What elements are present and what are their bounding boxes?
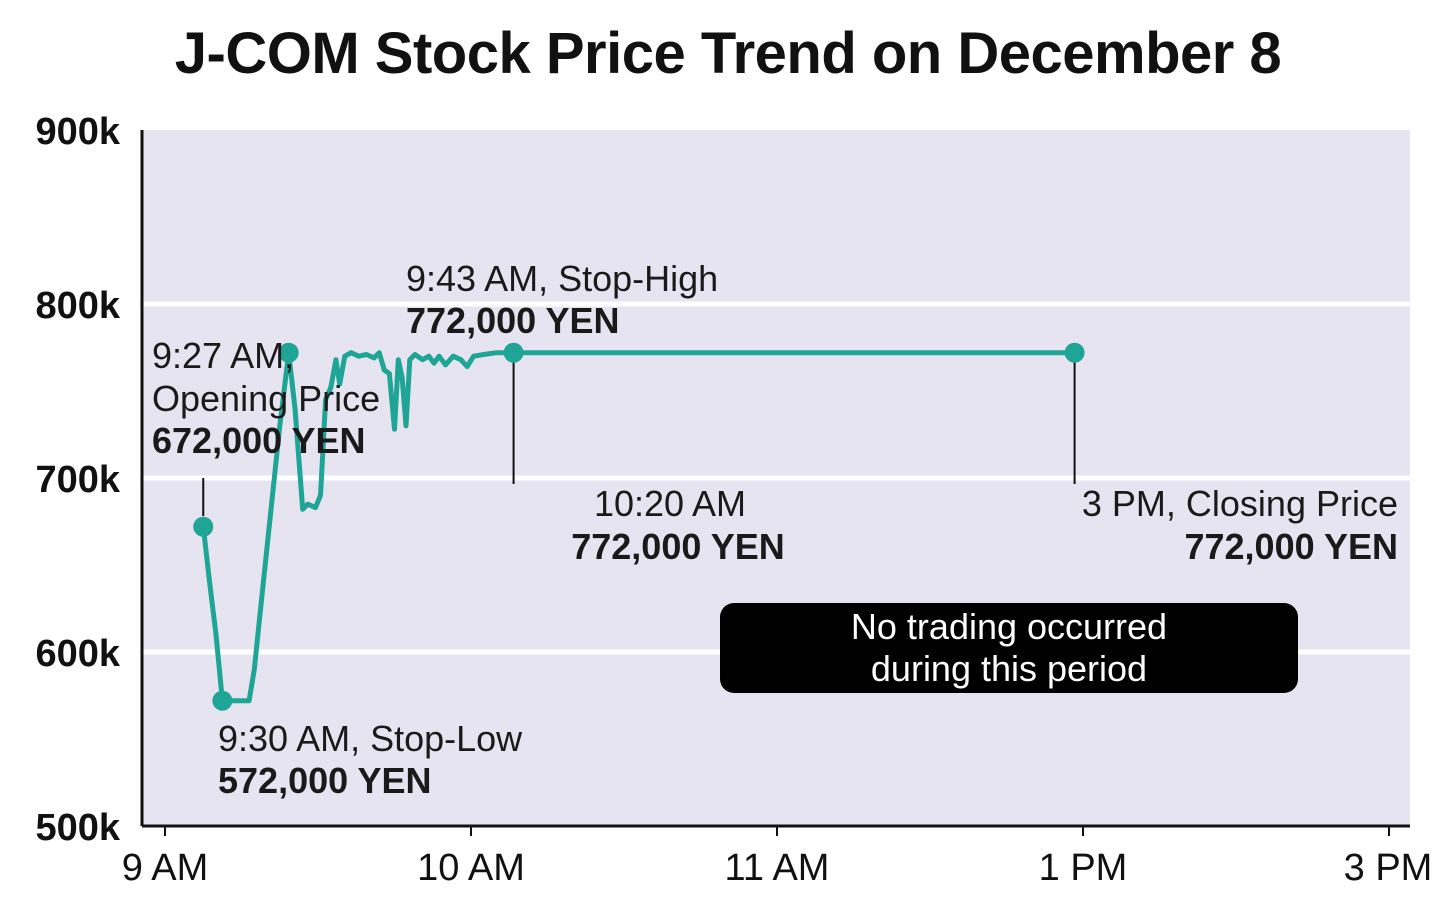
- x-tick-label: 3 PM: [1344, 847, 1433, 889]
- price-line: [200, 350, 1078, 704]
- stoplow-marker: [212, 690, 233, 711]
- y-tick-label: 700k: [35, 459, 120, 501]
- no-trading-note-line2: during this period: [870, 648, 1148, 689]
- y-axis-ticks: 500k 600k 700k 800k 900k: [35, 111, 120, 849]
- annotation-1020-price: 772,000 YEN: [571, 526, 785, 567]
- annotation-close-time: 3 PM, Closing Price: [1082, 483, 1398, 524]
- annotation-stoplow-price: 572,000 YEN: [218, 760, 432, 801]
- annotation-stoplow-time: 9:30 AM, Stop-Low: [218, 718, 523, 759]
- no-trading-note: No trading occurred during this period: [720, 603, 1298, 693]
- x-axis-ticks: 9 AM 10 AM 11 AM 1 PM 3 PM: [122, 826, 1433, 889]
- marker-layer: [193, 342, 1085, 711]
- x-tick-label: 1 PM: [1039, 847, 1128, 889]
- annotation-open-price: 672,000 YEN: [152, 420, 366, 461]
- annotation-close-price: 772,000 YEN: [1184, 526, 1398, 567]
- series-layer: [200, 350, 1078, 704]
- annotation-1020-time: 10:20 AM: [594, 483, 746, 524]
- x-tick-label: 11 AM: [725, 847, 830, 889]
- open-marker: [193, 516, 214, 537]
- annotation-open-time: 9:27 AM,: [152, 335, 294, 376]
- y-tick-label: 600k: [35, 633, 120, 675]
- chart-title: J-COM Stock Price Trend on December 8: [174, 21, 1282, 86]
- y-tick-label: 500k: [35, 807, 120, 849]
- annotation-stophigh-time: 9:43 AM, Stop-High: [406, 258, 718, 299]
- annotation-leaders: [202, 352, 1076, 516]
- no-trading-note-line1: No trading occurred: [850, 606, 1168, 647]
- x-tick-label: 9 AM: [122, 847, 209, 889]
- x-tick-label: 10 AM: [417, 847, 525, 889]
- y-tick-label: 900k: [35, 111, 120, 153]
- annotation-stophigh-price: 772,000 YEN: [406, 300, 620, 341]
- marker-1020: [503, 342, 524, 363]
- annotation-open-label: Opening Price: [152, 378, 380, 419]
- close-marker: [1064, 342, 1085, 363]
- y-tick-label: 800k: [35, 285, 120, 327]
- stophigh-marker: [278, 342, 299, 363]
